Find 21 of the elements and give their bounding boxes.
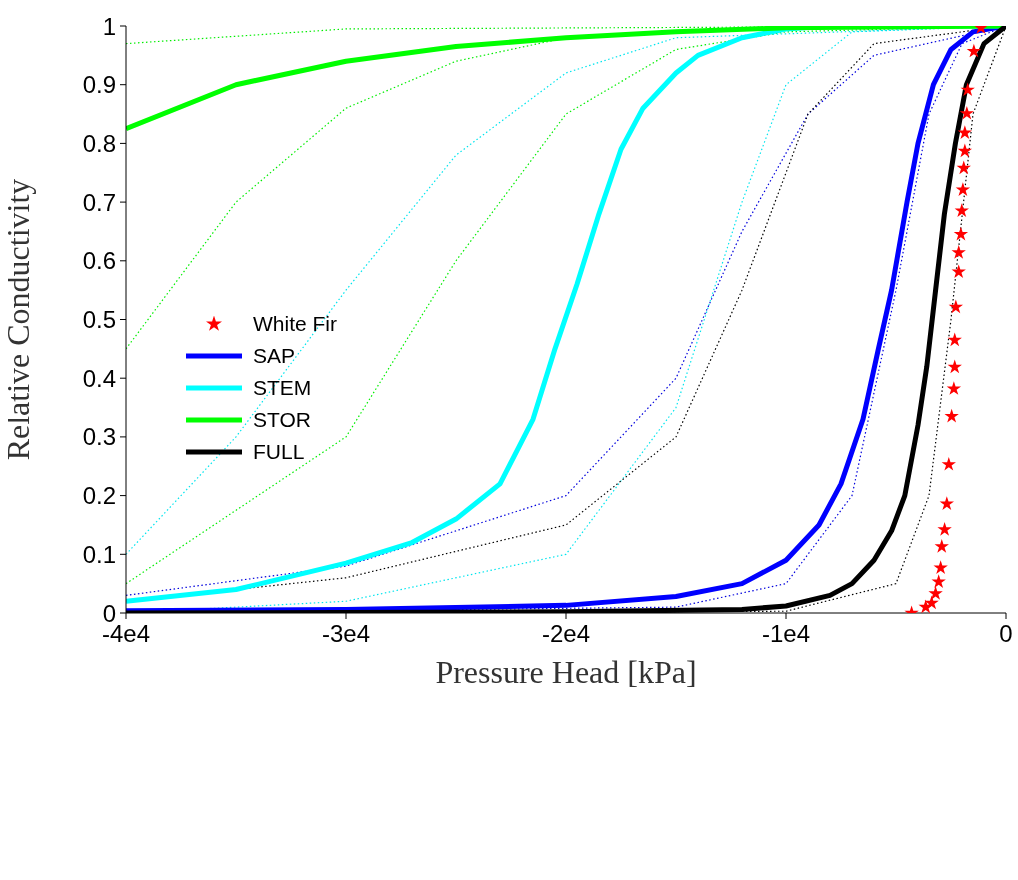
x-tick-label: -3e4 bbox=[321, 620, 371, 648]
legend-label: FULL bbox=[253, 440, 305, 464]
y-tick-label: 0.2 bbox=[82, 482, 116, 510]
y-tick-label: 0.3 bbox=[82, 423, 116, 451]
x-tick-label: -2e4 bbox=[541, 620, 591, 648]
y-tick-label: 0.5 bbox=[82, 306, 116, 334]
legend-label: STEM bbox=[253, 376, 312, 400]
y-tick-label: 1 bbox=[102, 12, 116, 40]
y-tick-label: 0.4 bbox=[82, 364, 116, 392]
x-tick-label: -1e4 bbox=[761, 620, 811, 648]
y-tick-label: 0 bbox=[102, 599, 116, 627]
y-tick-label: 0.7 bbox=[82, 188, 116, 216]
y-tick-label: 0.6 bbox=[82, 247, 116, 275]
x-tick-label: 0 bbox=[999, 620, 1013, 648]
legend-label: White Fir bbox=[253, 312, 337, 336]
y-tick-label: 0.9 bbox=[82, 71, 116, 99]
legend-label: STOR bbox=[253, 408, 311, 432]
y-tick-label: 0.8 bbox=[82, 129, 116, 157]
x-axis-title: Pressure Head [kPa] bbox=[435, 654, 697, 690]
legend-label: SAP bbox=[253, 344, 296, 368]
y-tick-label: 0.1 bbox=[82, 540, 116, 568]
